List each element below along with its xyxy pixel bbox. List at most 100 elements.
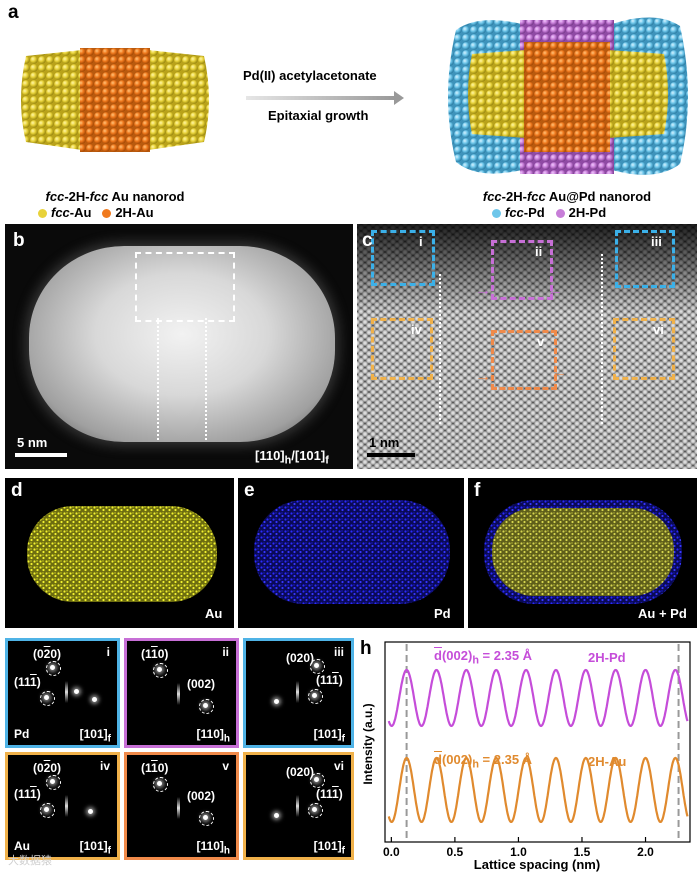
fft-i-spot-c (74, 689, 79, 694)
fft-v-circle-1 (153, 777, 168, 792)
panel-d-au-map: d Au (5, 478, 234, 628)
au-legend: fcc-Au 2H-Au (38, 205, 154, 220)
scale-bar-c (367, 453, 415, 457)
x-tick-label: 1.5 (574, 845, 591, 859)
au-pd-nanorod-caption: fcc-2H-fcc Au@Pd nanorod (482, 189, 652, 204)
fft-i-spot-111: (111) (14, 675, 41, 689)
interface-line-left (157, 318, 159, 440)
au-nanorod-model (21, 48, 209, 152)
reaction-arrow-bottom-text: Epitaxial growth (268, 108, 369, 123)
series-line-2h-au (387, 756, 689, 823)
fft-i-spot-a (50, 665, 55, 670)
region-i-box (371, 230, 435, 286)
fft-tile-i: i (020) (111) Pd [101]f (5, 638, 120, 748)
reaction-arrow-top-text: Pd(II) acetylacetonate (243, 68, 377, 83)
pd-interface-arrow-right: ← (547, 282, 563, 299)
fft-v-circle-2 (199, 811, 214, 826)
fft-v-zone: [110]h (196, 839, 230, 857)
fft-iii-streak (296, 681, 299, 703)
fft-vi-spot-111: (111) (316, 787, 343, 801)
plot-frame (384, 641, 691, 843)
fft-i-roman: i (106, 645, 110, 659)
fft-iii-circle-1 (310, 659, 325, 674)
fft-i-spot-020: (020) (33, 647, 62, 661)
panel-e-pd-map: e Pd (238, 478, 464, 628)
fft-i-zone: [101]f (79, 727, 111, 745)
fft-vi-spot-020: (020) (286, 765, 315, 779)
fft-ii-spot-a (157, 667, 162, 672)
fft-iv-spot-b (44, 807, 49, 812)
fft-i-circle-2 (40, 691, 55, 706)
fft-v-streak (177, 797, 180, 819)
fft-iii-roman: iii (333, 645, 344, 659)
fft-iv-circle-2 (40, 803, 55, 818)
overlay-map-blob (484, 500, 682, 604)
region-vi-box (613, 318, 675, 380)
fft-ii-circle-1 (153, 663, 168, 678)
au-map-element: Au (205, 606, 223, 621)
region-iv-box (371, 318, 433, 380)
y-axis-label: Intensity (a.u.) (361, 703, 375, 784)
fft-vi-circle-2 (308, 803, 323, 818)
x-tick-label: 0.5 (447, 845, 464, 859)
pd-legend: fcc-Pd 2H-Pd (492, 205, 606, 220)
panel-f-overlay-map: f Au + Pd (468, 478, 697, 628)
au-annotation: d(002)h = 2.35 Å (434, 752, 533, 771)
watermark: 大数据猿 (8, 855, 52, 867)
panel-d-label: d (11, 480, 23, 501)
region-ii-box (491, 240, 553, 300)
fft-iii-spot-111: (111) (316, 673, 343, 687)
fft-i-element: Pd (14, 727, 30, 741)
fft-iii-spot-b (312, 693, 317, 698)
scale-label-c: 1 nm (369, 435, 400, 450)
region-vi-label: vi (653, 322, 664, 337)
fft-v-spot-b (203, 815, 208, 820)
fft-vi-circle-1 (310, 773, 325, 788)
pd-annotation: d(002)h = 2.35 Å (434, 648, 533, 667)
fft-ii-spot-b (203, 703, 208, 708)
interface-line-right (205, 318, 207, 440)
zone-axis-b: [110]h/[101]f (255, 448, 329, 467)
panel-e-label: e (244, 480, 255, 501)
fft-tile-ii: ii (110) (002) [110]h (124, 638, 239, 748)
fft-vi-roman: vi (333, 759, 344, 773)
fft-iv-spot-020: (020) (33, 761, 62, 775)
2h-au-legend-dot (102, 209, 112, 218)
fft-ii-spot-110: (110) (141, 647, 169, 661)
region-iv-label: iv (411, 322, 422, 337)
fft-i-spot-b (44, 695, 49, 700)
fft-i-spot-d (92, 697, 97, 702)
fcc-pd-legend-dot (492, 209, 501, 218)
fft-ii-zone: [110]h (196, 727, 230, 745)
x-tick-label: 1.0 (510, 845, 527, 859)
x-axis-label: Lattice spacing (nm) (474, 857, 600, 872)
region-v-label: v (537, 334, 545, 349)
fft-vi-streak (296, 795, 299, 817)
2h-pd-legend-dot (555, 209, 565, 218)
fft-tile-iii: (020) iii (111) [101]f (243, 638, 354, 748)
fft-vi-spot-c (274, 813, 279, 818)
fft-iii-spot-020: (020) (286, 651, 315, 665)
region-iii-label: iii (651, 234, 662, 249)
panel-h-label: h (360, 638, 372, 659)
panel-b-label: b (13, 230, 25, 251)
fft-ii-spot-002: (002) (187, 677, 216, 691)
scale-label-b: 5 nm (17, 435, 48, 450)
panel-c-label: c (362, 230, 373, 251)
nanorod-haadf (29, 246, 335, 442)
fft-iv-roman: iv (99, 759, 110, 773)
series-line-2h-pd (387, 668, 689, 728)
region-i-label: i (419, 234, 423, 249)
fft-ii-circle-2 (199, 699, 214, 714)
fft-iv-spot-c (88, 809, 93, 814)
fft-iii-spot-c (274, 699, 279, 704)
au-series-name: 2H-Au (588, 754, 627, 769)
fft-vi-spot-b (312, 807, 317, 812)
fft-i-circle-1 (46, 661, 61, 676)
scale-bar-b (15, 453, 67, 457)
fft-tile-v: v (110) (002) [110]h (124, 752, 239, 860)
fft-iv-element: Au (14, 839, 30, 853)
fft-iv-zone: [101]f (79, 839, 111, 857)
x-tick-label: 2.0 (637, 845, 654, 859)
pd-interface-arrow-left: → (475, 282, 491, 299)
